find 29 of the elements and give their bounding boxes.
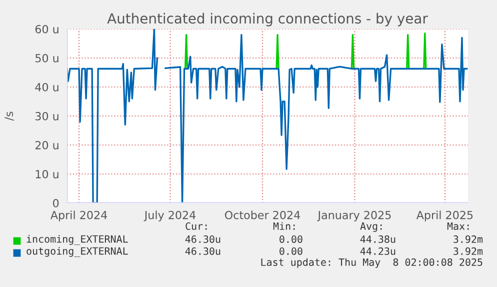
y-tick-label: 40 u xyxy=(35,82,58,92)
text: 0.00 xyxy=(280,235,302,243)
y-tick-label: 60 u xyxy=(35,24,58,34)
x-tick-label: April 2024 xyxy=(50,210,108,222)
text: 3.92m xyxy=(454,235,483,243)
y-tick-label: 10 u xyxy=(36,170,58,178)
text: Last update: Thu May 8 02:00:08 2025 xyxy=(261,258,482,268)
legend-label: incoming_EXTERNAL xyxy=(26,235,128,245)
x-tick-label: July 2024 xyxy=(144,210,196,222)
text: Cur: xyxy=(186,222,207,230)
y-tick-label: 20 u xyxy=(35,140,58,150)
text: 44.38u xyxy=(360,235,396,243)
y-tick-label: 0 xyxy=(53,198,59,208)
y-axis-title: /s xyxy=(4,112,14,121)
x-tick-label: April 2025 xyxy=(416,210,473,222)
x-tick-label: January 2025 xyxy=(317,210,391,222)
text: 44.23u xyxy=(360,247,396,255)
chart-title: Authenticated incoming connections - by year xyxy=(107,12,428,26)
text: 3.92m xyxy=(454,247,483,255)
text: Avg: xyxy=(360,222,382,232)
legend-label: outgoing_EXTERNAL xyxy=(26,247,128,257)
x-tick-label: October 2024 xyxy=(224,210,300,220)
text: 0.00 xyxy=(280,247,302,255)
y-tick-label: 30 u xyxy=(35,112,58,120)
text: 46.30u xyxy=(185,235,220,243)
y-tick-label: 50 u xyxy=(36,54,58,62)
text: 46.30u xyxy=(185,247,220,255)
text: Min: xyxy=(273,222,295,230)
text: Max: xyxy=(447,222,469,230)
